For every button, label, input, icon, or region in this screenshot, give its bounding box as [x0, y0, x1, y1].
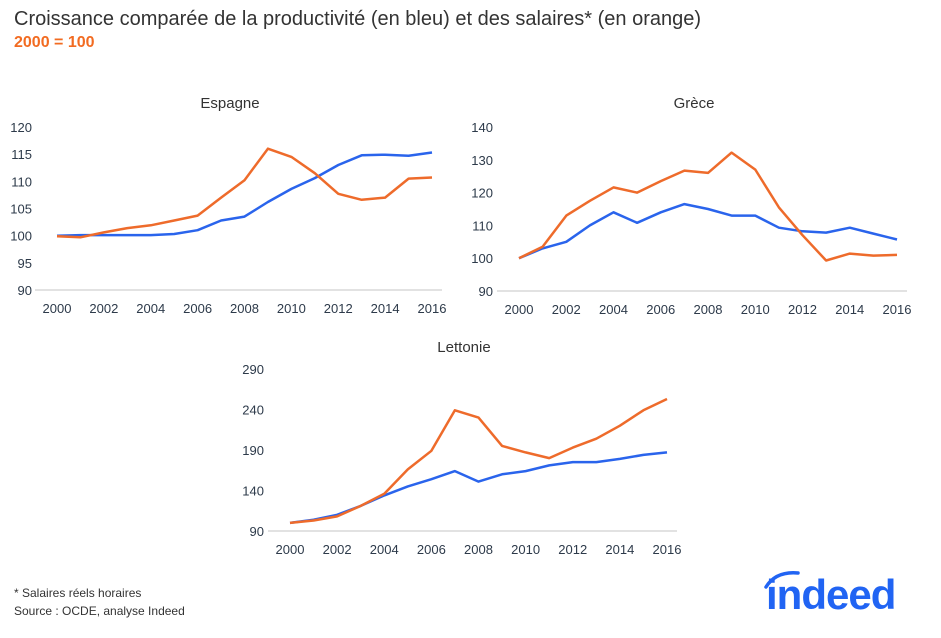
x-tick-label: 2010: [511, 542, 540, 557]
indeed-logo-mark: indeed: [764, 571, 896, 618]
x-tick-label: 2008: [230, 301, 259, 316]
y-tick-label: 100: [471, 251, 493, 266]
x-tick-label: 2004: [599, 302, 628, 317]
y-tick-label: 90: [18, 283, 32, 298]
chart-title: Espagne: [200, 95, 259, 112]
y-tick-label: 120: [471, 186, 493, 201]
x-tick-label: 2000: [43, 301, 72, 316]
x-tick-label: 2000: [505, 302, 534, 317]
y-tick-label: 100: [10, 229, 32, 244]
x-tick-label: 2008: [694, 302, 723, 317]
productivity-line: [56, 151, 433, 237]
x-tick-label: 2014: [605, 542, 634, 557]
x-tick-label: 2006: [646, 302, 675, 317]
x-tick-label: 2002: [89, 301, 118, 316]
y-tick-label: 130: [471, 153, 493, 168]
productivity-line: [518, 202, 898, 260]
chart-title: Grèce: [674, 95, 715, 112]
x-tick-label: 2012: [788, 302, 817, 317]
source-note: Source : OCDE, analyse Indeed: [14, 604, 185, 618]
svg-text:indeed: indeed: [766, 571, 895, 615]
x-tick-label: 2010: [741, 302, 770, 317]
x-tick-label: 2000: [276, 542, 305, 557]
x-tick-label: 2002: [552, 302, 581, 317]
y-tick-label: 240: [242, 403, 264, 418]
y-tick-label: 110: [472, 218, 493, 233]
y-tick-label: 140: [471, 120, 493, 135]
y-tick-label: 290: [242, 362, 264, 377]
y-tick-label: 90: [250, 524, 264, 539]
y-tick-label: 190: [242, 443, 264, 458]
page-subtitle: 2000 = 100: [14, 34, 95, 51]
x-tick-label: 2016: [653, 542, 682, 557]
wages-line: [289, 397, 668, 525]
y-tick-label: 110: [11, 174, 32, 189]
x-tick-label: 2012: [324, 301, 353, 316]
chart-title: Lettonie: [437, 339, 490, 356]
x-tick-label: 2014: [835, 302, 864, 317]
footnote: * Salaires réels horaires: [14, 586, 142, 600]
wages-line: [56, 147, 433, 239]
wages-line: [518, 151, 898, 262]
x-tick-label: 2016: [883, 302, 912, 317]
y-tick-label: 140: [242, 484, 264, 499]
x-tick-label: 2008: [464, 542, 493, 557]
y-tick-label: 120: [10, 120, 32, 135]
y-tick-label: 95: [18, 256, 32, 271]
x-tick-label: 2016: [418, 301, 447, 316]
x-tick-label: 2004: [370, 542, 399, 557]
x-tick-label: 2002: [323, 542, 352, 557]
y-tick-label: 115: [11, 147, 32, 162]
page-title: Croissance comparée de la productivité (…: [14, 8, 702, 30]
x-tick-label: 2012: [558, 542, 587, 557]
x-tick-label: 2006: [417, 542, 446, 557]
y-tick-label: 105: [10, 202, 32, 217]
indeed-logo: indeed: [760, 565, 910, 620]
x-tick-label: 2014: [371, 301, 400, 316]
x-tick-label: 2006: [183, 301, 212, 316]
x-tick-label: 2004: [136, 301, 165, 316]
x-tick-label: 2010: [277, 301, 306, 316]
y-tick-label: 90: [479, 284, 493, 299]
